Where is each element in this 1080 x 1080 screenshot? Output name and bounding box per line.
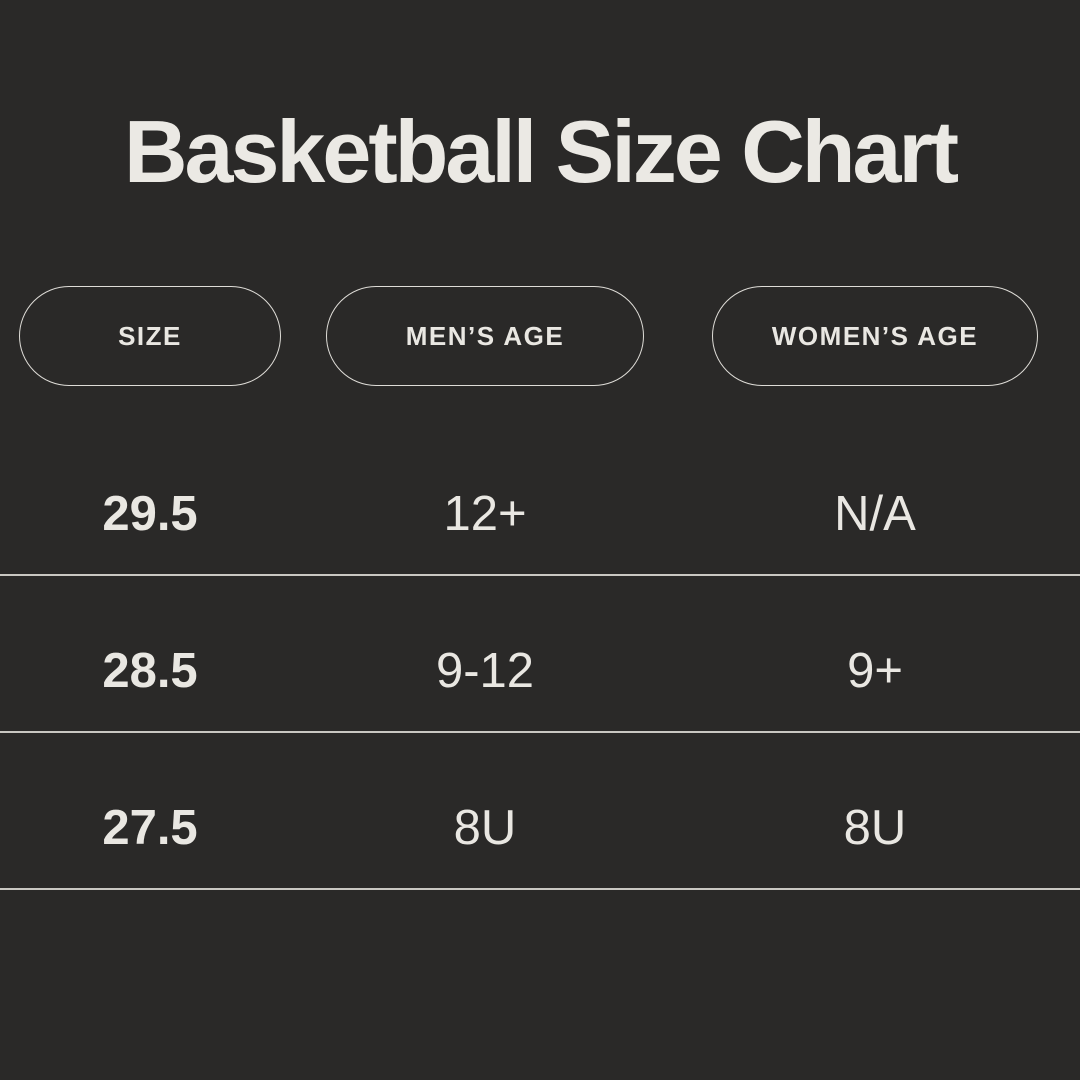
header-pill-mens-age: MEN’S AGE [326,286,644,386]
header-cell-womens-age: WOMEN’S AGE [670,286,1080,386]
header-cell-mens-age: MEN’S AGE [300,286,670,386]
header-pill-size: SIZE [19,286,281,386]
cell-size: 28.5 [102,643,198,698]
cell-mens-age: 12+ [443,486,527,541]
cell-size: 29.5 [102,486,198,541]
cell-womens-age: N/A [834,486,916,541]
cell-size: 27.5 [102,800,198,855]
table-row: 29.5 12+ N/A [0,419,1080,576]
header-label-mens-age: MEN’S AGE [405,320,565,351]
table-row: 27.5 8U 8U [0,733,1080,890]
header-label-size: SIZE [118,320,182,351]
table-row: 28.5 9-12 9+ [0,576,1080,733]
cell-mens-age: 8U [453,800,517,855]
size-table: 29.5 12+ N/A 28.5 9-12 9+ 27.5 8U 8U [0,419,1080,890]
page-title: Basketball Size Chart [124,102,959,201]
table-header-row: SIZE MEN’S AGE WOMEN’S AGE [0,286,1080,386]
cell-womens-age: 9+ [847,643,903,698]
header-pill-womens-age: WOMEN’S AGE [712,286,1038,386]
header-label-womens-age: WOMEN’S AGE [771,320,979,351]
cell-mens-age: 9-12 [435,643,535,698]
cell-womens-age: 8U [843,800,907,855]
header-cell-size: SIZE [0,286,300,386]
